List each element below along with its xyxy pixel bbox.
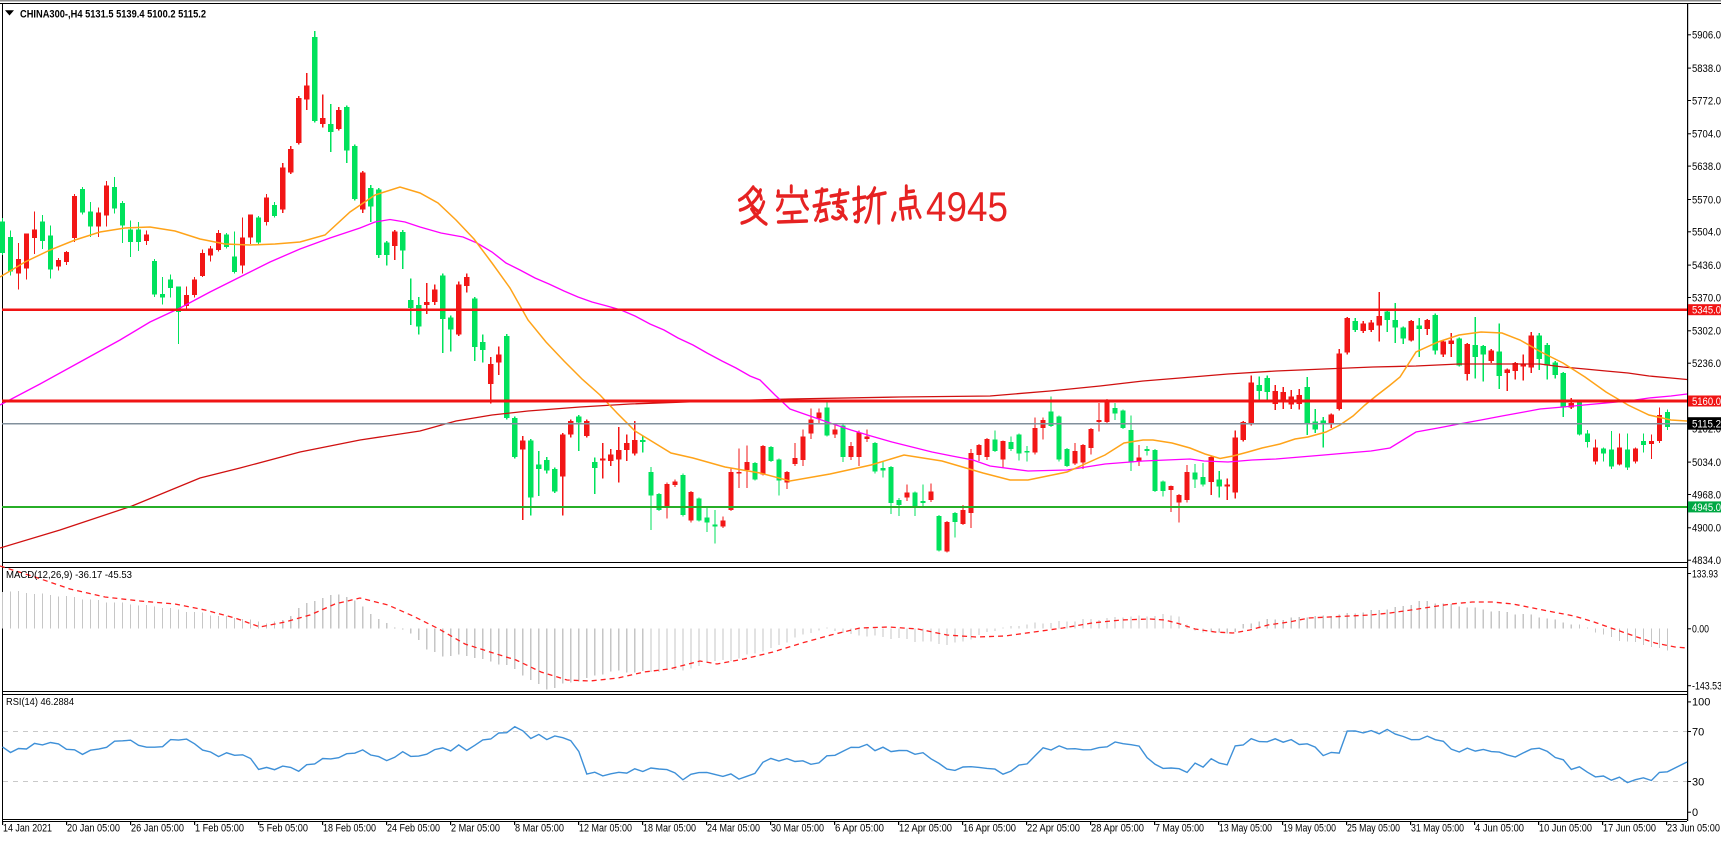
- svg-text:10 Jun 05:00: 10 Jun 05:00: [1539, 823, 1592, 835]
- svg-text:25 May 05:00: 25 May 05:00: [1347, 823, 1400, 835]
- svg-text:6 Apr 05:00: 6 Apr 05:00: [835, 823, 884, 835]
- svg-text:5115.2: 5115.2: [1692, 418, 1721, 430]
- svg-text:-143.53: -143.53: [1692, 681, 1721, 693]
- svg-text:17 Jun 05:00: 17 Jun 05:00: [1603, 823, 1656, 835]
- svg-text:31 May 05:00: 31 May 05:00: [1411, 823, 1464, 835]
- svg-text:4900.0: 4900.0: [1692, 523, 1721, 535]
- svg-text:14 Jan 2021: 14 Jan 2021: [3, 823, 52, 835]
- svg-text:19 May 05:00: 19 May 05:00: [1283, 823, 1336, 835]
- svg-text:5034.0: 5034.0: [1692, 457, 1721, 469]
- svg-text:20 Jan 05:00: 20 Jan 05:00: [67, 823, 120, 835]
- svg-text:30: 30: [1692, 776, 1704, 788]
- svg-text:0: 0: [1692, 807, 1698, 819]
- svg-text:5302.0: 5302.0: [1692, 326, 1721, 338]
- svg-text:13 May 05:00: 13 May 05:00: [1219, 823, 1272, 835]
- svg-text:18 Mar 05:00: 18 Mar 05:00: [643, 823, 696, 835]
- svg-text:RSI(14) 46.2884: RSI(14) 46.2884: [6, 696, 74, 708]
- svg-text:4834.0: 4834.0: [1692, 555, 1721, 567]
- svg-text:5638.0: 5638.0: [1692, 161, 1721, 173]
- svg-text:4945: 4945: [926, 183, 1008, 230]
- svg-text:23 Jun 05:00: 23 Jun 05:00: [1667, 823, 1720, 835]
- svg-text:28 Apr 05:00: 28 Apr 05:00: [1091, 823, 1144, 835]
- svg-text:5236.0: 5236.0: [1692, 358, 1721, 370]
- svg-text:5906.0: 5906.0: [1692, 30, 1721, 42]
- svg-text:4 Jun 05:00: 4 Jun 05:00: [1475, 823, 1524, 835]
- svg-text:8 Mar 05:00: 8 Mar 05:00: [515, 823, 564, 835]
- svg-text:2 Mar 05:00: 2 Mar 05:00: [451, 823, 500, 835]
- svg-text:5345.0: 5345.0: [1692, 305, 1721, 317]
- svg-text:5704.0: 5704.0: [1692, 129, 1721, 141]
- svg-text:7 May 05:00: 7 May 05:00: [1155, 823, 1204, 835]
- svg-text:22 Apr 05:00: 22 Apr 05:00: [1027, 823, 1080, 835]
- svg-text:30 Mar 05:00: 30 Mar 05:00: [771, 823, 824, 835]
- svg-text:12 Apr 05:00: 12 Apr 05:00: [899, 823, 952, 835]
- svg-text:133.93: 133.93: [1692, 568, 1718, 580]
- svg-text:4945.0: 4945.0: [1692, 502, 1721, 514]
- svg-text:5570.0: 5570.0: [1692, 194, 1721, 206]
- svg-text:MACD(12,26,9) -36.17 -45.53: MACD(12,26,9) -36.17 -45.53: [6, 569, 132, 581]
- svg-text:16 Apr 05:00: 16 Apr 05:00: [963, 823, 1016, 835]
- svg-text:100: 100: [1692, 697, 1710, 709]
- svg-text:5772.0: 5772.0: [1692, 95, 1721, 107]
- svg-text:0.00: 0.00: [1692, 624, 1709, 636]
- svg-text:18 Feb 05:00: 18 Feb 05:00: [323, 823, 376, 835]
- svg-text:24 Mar 05:00: 24 Mar 05:00: [707, 823, 760, 835]
- svg-text:5160.0: 5160.0: [1692, 396, 1721, 408]
- svg-text:CHINA300-,H4 5131.5 5139.4 51: CHINA300-,H4 5131.5 5139.4 5100.2 5115.2: [20, 9, 206, 21]
- svg-text:26 Jan 05:00: 26 Jan 05:00: [131, 823, 184, 835]
- svg-text:5838.0: 5838.0: [1692, 63, 1721, 75]
- svg-text:70: 70: [1692, 726, 1704, 738]
- svg-text:1 Feb 05:00: 1 Feb 05:00: [195, 823, 244, 835]
- svg-text:24 Feb 05:00: 24 Feb 05:00: [387, 823, 440, 835]
- svg-text:12 Mar 05:00: 12 Mar 05:00: [579, 823, 632, 835]
- svg-text:5436.0: 5436.0: [1692, 260, 1721, 272]
- svg-text:5370.0: 5370.0: [1692, 292, 1721, 304]
- svg-text:5 Feb 05:00: 5 Feb 05:00: [259, 823, 308, 835]
- svg-text:4968.0: 4968.0: [1692, 489, 1721, 501]
- svg-text:5504.0: 5504.0: [1692, 227, 1721, 239]
